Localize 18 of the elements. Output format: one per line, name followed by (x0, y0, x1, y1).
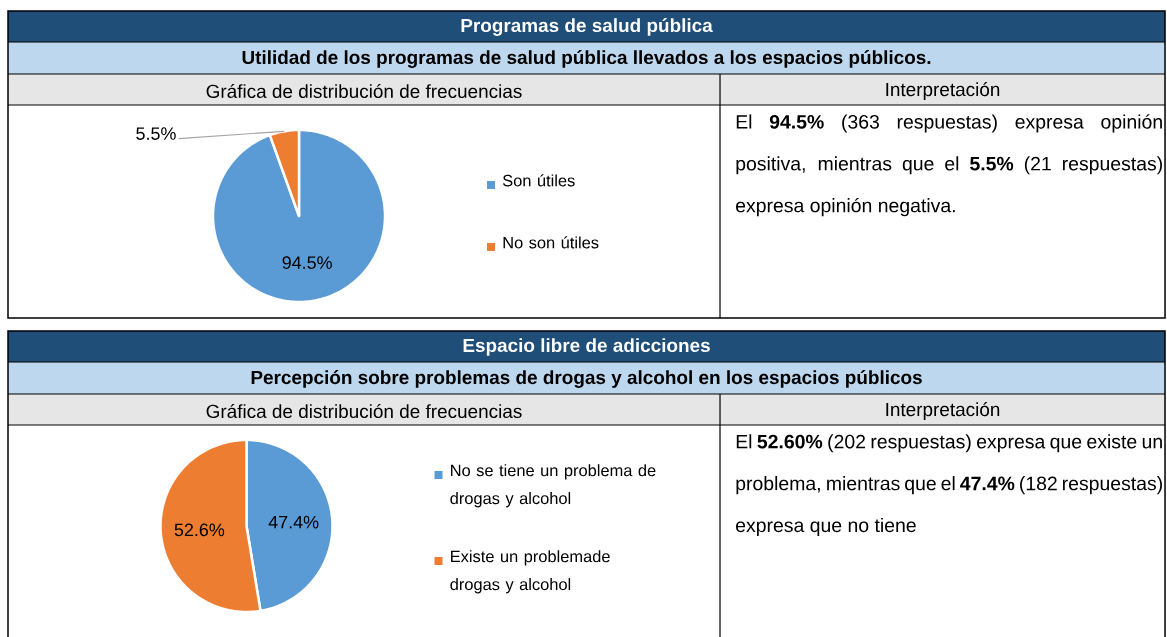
chart-subtitle: Percepción sobre problemas de drogas y alcohol en los espacios públicos (251, 370, 922, 388)
data-label: 47.4% (268, 515, 319, 529)
text: El 52.60% (202 respuestas) expresa que existe un problema, mientras que el 47.4% (182 respuestas) expresa que no tiene (736, 434, 1162, 536)
legend-label: No son útiles (503, 236, 599, 249)
data-label: 94.5% (282, 256, 332, 269)
data-label: 52.6% (174, 523, 225, 537)
text: Interpretación (886, 402, 1000, 420)
legend-label: No se tiene un problema de drogas y alcohol (450, 464, 656, 508)
text: El 94.5% (363 respuestas) expresa opinión positiva, mientras que el 5.5% (21 respuestas) expresa opinión negativa. (736, 114, 1162, 217)
data-label: 5.5% (136, 127, 176, 140)
chart-title: Espacio libre de adicciones (463, 338, 710, 356)
text: Gráfica de distribución de frecuencias (206, 403, 522, 419)
chart-subtitle: Utilidad de los programas de salud pública llevados a los espacios públicos. (242, 50, 931, 68)
legend-label: Son útiles (502, 174, 575, 187)
chart-title: Programas de salud pública (461, 18, 713, 36)
legend-label: Existe un problemade drogas y alcohol (450, 550, 610, 594)
text: Gráfica de distribución de frecuencias (206, 83, 522, 99)
text: Interpretación (886, 82, 1000, 100)
